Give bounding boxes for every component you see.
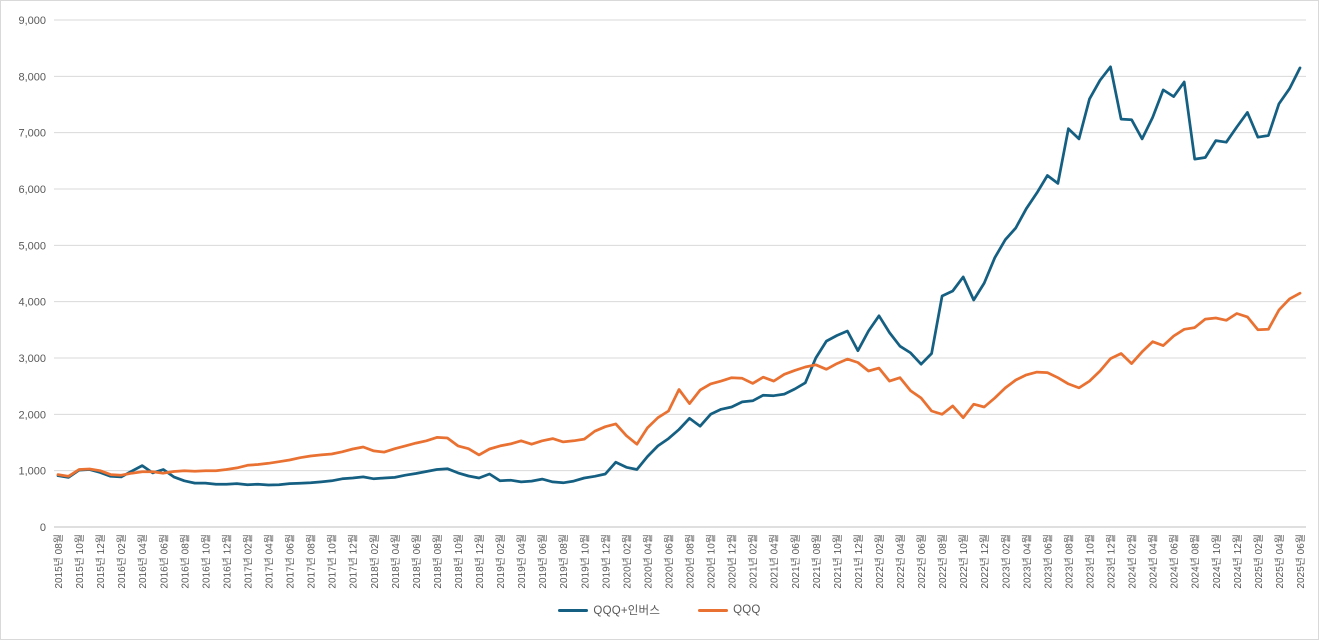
x-axis-tick-label: 2024년 10월 bbox=[1211, 534, 1223, 589]
y-axis-tick-label: 3,000 bbox=[18, 353, 46, 365]
x-axis-tick-label: 2018년 06월 bbox=[411, 534, 423, 589]
x-axis-tick-label: 2020년 06월 bbox=[663, 534, 675, 589]
x-axis-tick-label: 2016년 06월 bbox=[158, 534, 170, 589]
x-axis-tick-label: 2023년 06월 bbox=[1042, 534, 1054, 589]
x-axis-tick-label: 2017년 12월 bbox=[348, 534, 360, 589]
x-axis-tick-label: 2018년 02월 bbox=[369, 534, 381, 589]
x-axis-tick-label: 2022년 02월 bbox=[874, 534, 886, 589]
chart-legend: QQQ+인버스 QQQ bbox=[1, 602, 1318, 618]
y-axis-tick-label: 5,000 bbox=[18, 240, 46, 252]
x-axis-tick-label: 2023년 02월 bbox=[1000, 534, 1012, 589]
x-axis-tick-label: 2020년 12월 bbox=[727, 534, 739, 589]
x-axis-tick-label: 2022년 04월 bbox=[895, 534, 907, 589]
x-axis-tick-label: 2024년 08월 bbox=[1190, 534, 1202, 589]
x-axis-tick-label: 2022년 08월 bbox=[937, 534, 949, 589]
x-axis-tick-label: 2019년 06월 bbox=[537, 534, 549, 589]
x-axis-tick-label: 2015년 08월 bbox=[53, 534, 65, 589]
y-axis-tick-label: 8,000 bbox=[18, 71, 46, 83]
x-axis-tick-label: 2019년 08월 bbox=[558, 534, 570, 589]
x-axis-tick-label: 2018년 08월 bbox=[432, 534, 444, 589]
x-axis-tick-label: 2021년 08월 bbox=[811, 534, 823, 589]
series-line-swatch-icon bbox=[698, 608, 729, 612]
x-axis-tick-label: 2022년 12월 bbox=[979, 534, 991, 589]
x-axis-tick-label: 2019년 10월 bbox=[579, 534, 591, 589]
x-axis-tick-label: 2018년 04월 bbox=[390, 534, 402, 589]
x-axis-tick-label: 2016년 08월 bbox=[179, 534, 191, 589]
x-axis-tick-label: 2023년 04월 bbox=[1021, 534, 1033, 589]
y-axis-tick-label: 0 bbox=[40, 522, 46, 534]
series-line-swatch-icon bbox=[558, 608, 589, 612]
x-axis-tick-label: 2019년 04월 bbox=[516, 534, 528, 589]
x-axis-tick-label: 2017년 08월 bbox=[306, 534, 318, 589]
x-axis-tick-label: 2017년 02월 bbox=[242, 534, 254, 589]
x-axis-tick-label: 2024년 04월 bbox=[1148, 534, 1160, 589]
x-axis-tick-label: 2025년 06월 bbox=[1295, 534, 1307, 589]
x-axis-tick-label: 2023년 10월 bbox=[1084, 534, 1096, 589]
x-axis-tick-label: 2016년 04월 bbox=[137, 534, 149, 589]
x-axis-tick-label: 2022년 10월 bbox=[958, 534, 970, 589]
x-axis-tick-label: 2015년 12월 bbox=[95, 534, 107, 589]
y-axis-tick-label: 1,000 bbox=[18, 466, 46, 478]
legend-label: QQQ+인버스 bbox=[593, 605, 661, 617]
x-axis-tick-label: 2024년 06월 bbox=[1169, 534, 1181, 589]
x-axis-tick-label: 2018년 10월 bbox=[453, 534, 465, 589]
x-axis-tick-label: 2021년 06월 bbox=[790, 534, 802, 589]
y-axis-tick-label: 6,000 bbox=[18, 184, 46, 196]
series-line-0[interactable] bbox=[56, 65, 1302, 487]
x-axis-tick-label: 2020년 02월 bbox=[621, 534, 633, 589]
x-axis-tick-label: 2017년 06월 bbox=[285, 534, 297, 589]
x-axis-tick-label: 2023년 08월 bbox=[1063, 534, 1075, 589]
x-axis-tick-label: 2025년 04월 bbox=[1274, 534, 1286, 589]
x-axis-tick-label: 2024년 02월 bbox=[1127, 534, 1139, 589]
x-axis-tick-label: 2021년 10월 bbox=[832, 534, 844, 589]
x-axis-tick-label: 2020년 10월 bbox=[706, 534, 718, 589]
x-axis-tick-label: 2021년 04월 bbox=[769, 534, 781, 589]
x-axis-tick-label: 2022년 06월 bbox=[916, 534, 928, 589]
y-axis-tick-label: 4,000 bbox=[18, 297, 46, 309]
y-axis-tick-label: 2,000 bbox=[18, 409, 46, 421]
legend-label: QQQ bbox=[733, 604, 761, 616]
x-axis-tick-label: 2020년 08월 bbox=[685, 534, 697, 589]
x-axis-tick-label: 2024년 12월 bbox=[1232, 534, 1244, 589]
x-axis-tick-label: 2020년 04월 bbox=[642, 534, 654, 589]
x-axis-tick-label: 2021년 02월 bbox=[748, 534, 760, 589]
x-axis-tick-label: 2023년 12월 bbox=[1106, 534, 1118, 589]
x-axis-tick-label: 2019년 12월 bbox=[600, 534, 612, 589]
y-axis-tick-label: 7,000 bbox=[18, 128, 46, 140]
x-axis-tick-label: 2016년 12월 bbox=[221, 534, 233, 589]
x-axis-tick-label: 2016년 10월 bbox=[200, 534, 212, 589]
x-axis-tick-label: 2015년 10월 bbox=[74, 534, 86, 589]
x-axis-tick-label: 2025년 02월 bbox=[1253, 534, 1265, 589]
x-axis-tick-label: 2016년 02월 bbox=[116, 534, 128, 589]
x-axis-tick-label: 2017년 04월 bbox=[264, 534, 276, 589]
legend-item-qqq[interactable]: QQQ bbox=[698, 604, 760, 616]
x-axis-tick-label: 2018년 12월 bbox=[474, 534, 486, 589]
x-axis-tick-label: 2017년 10월 bbox=[327, 534, 339, 589]
legend-item-qqq-inverse[interactable]: QQQ+인버스 bbox=[558, 602, 660, 618]
y-axis-tick-label: 9,000 bbox=[18, 15, 46, 27]
x-axis-tick-label: 2021년 12월 bbox=[853, 534, 865, 589]
series-line-1[interactable] bbox=[56, 291, 1302, 478]
x-axis-tick-label: 2019년 02월 bbox=[495, 534, 507, 589]
